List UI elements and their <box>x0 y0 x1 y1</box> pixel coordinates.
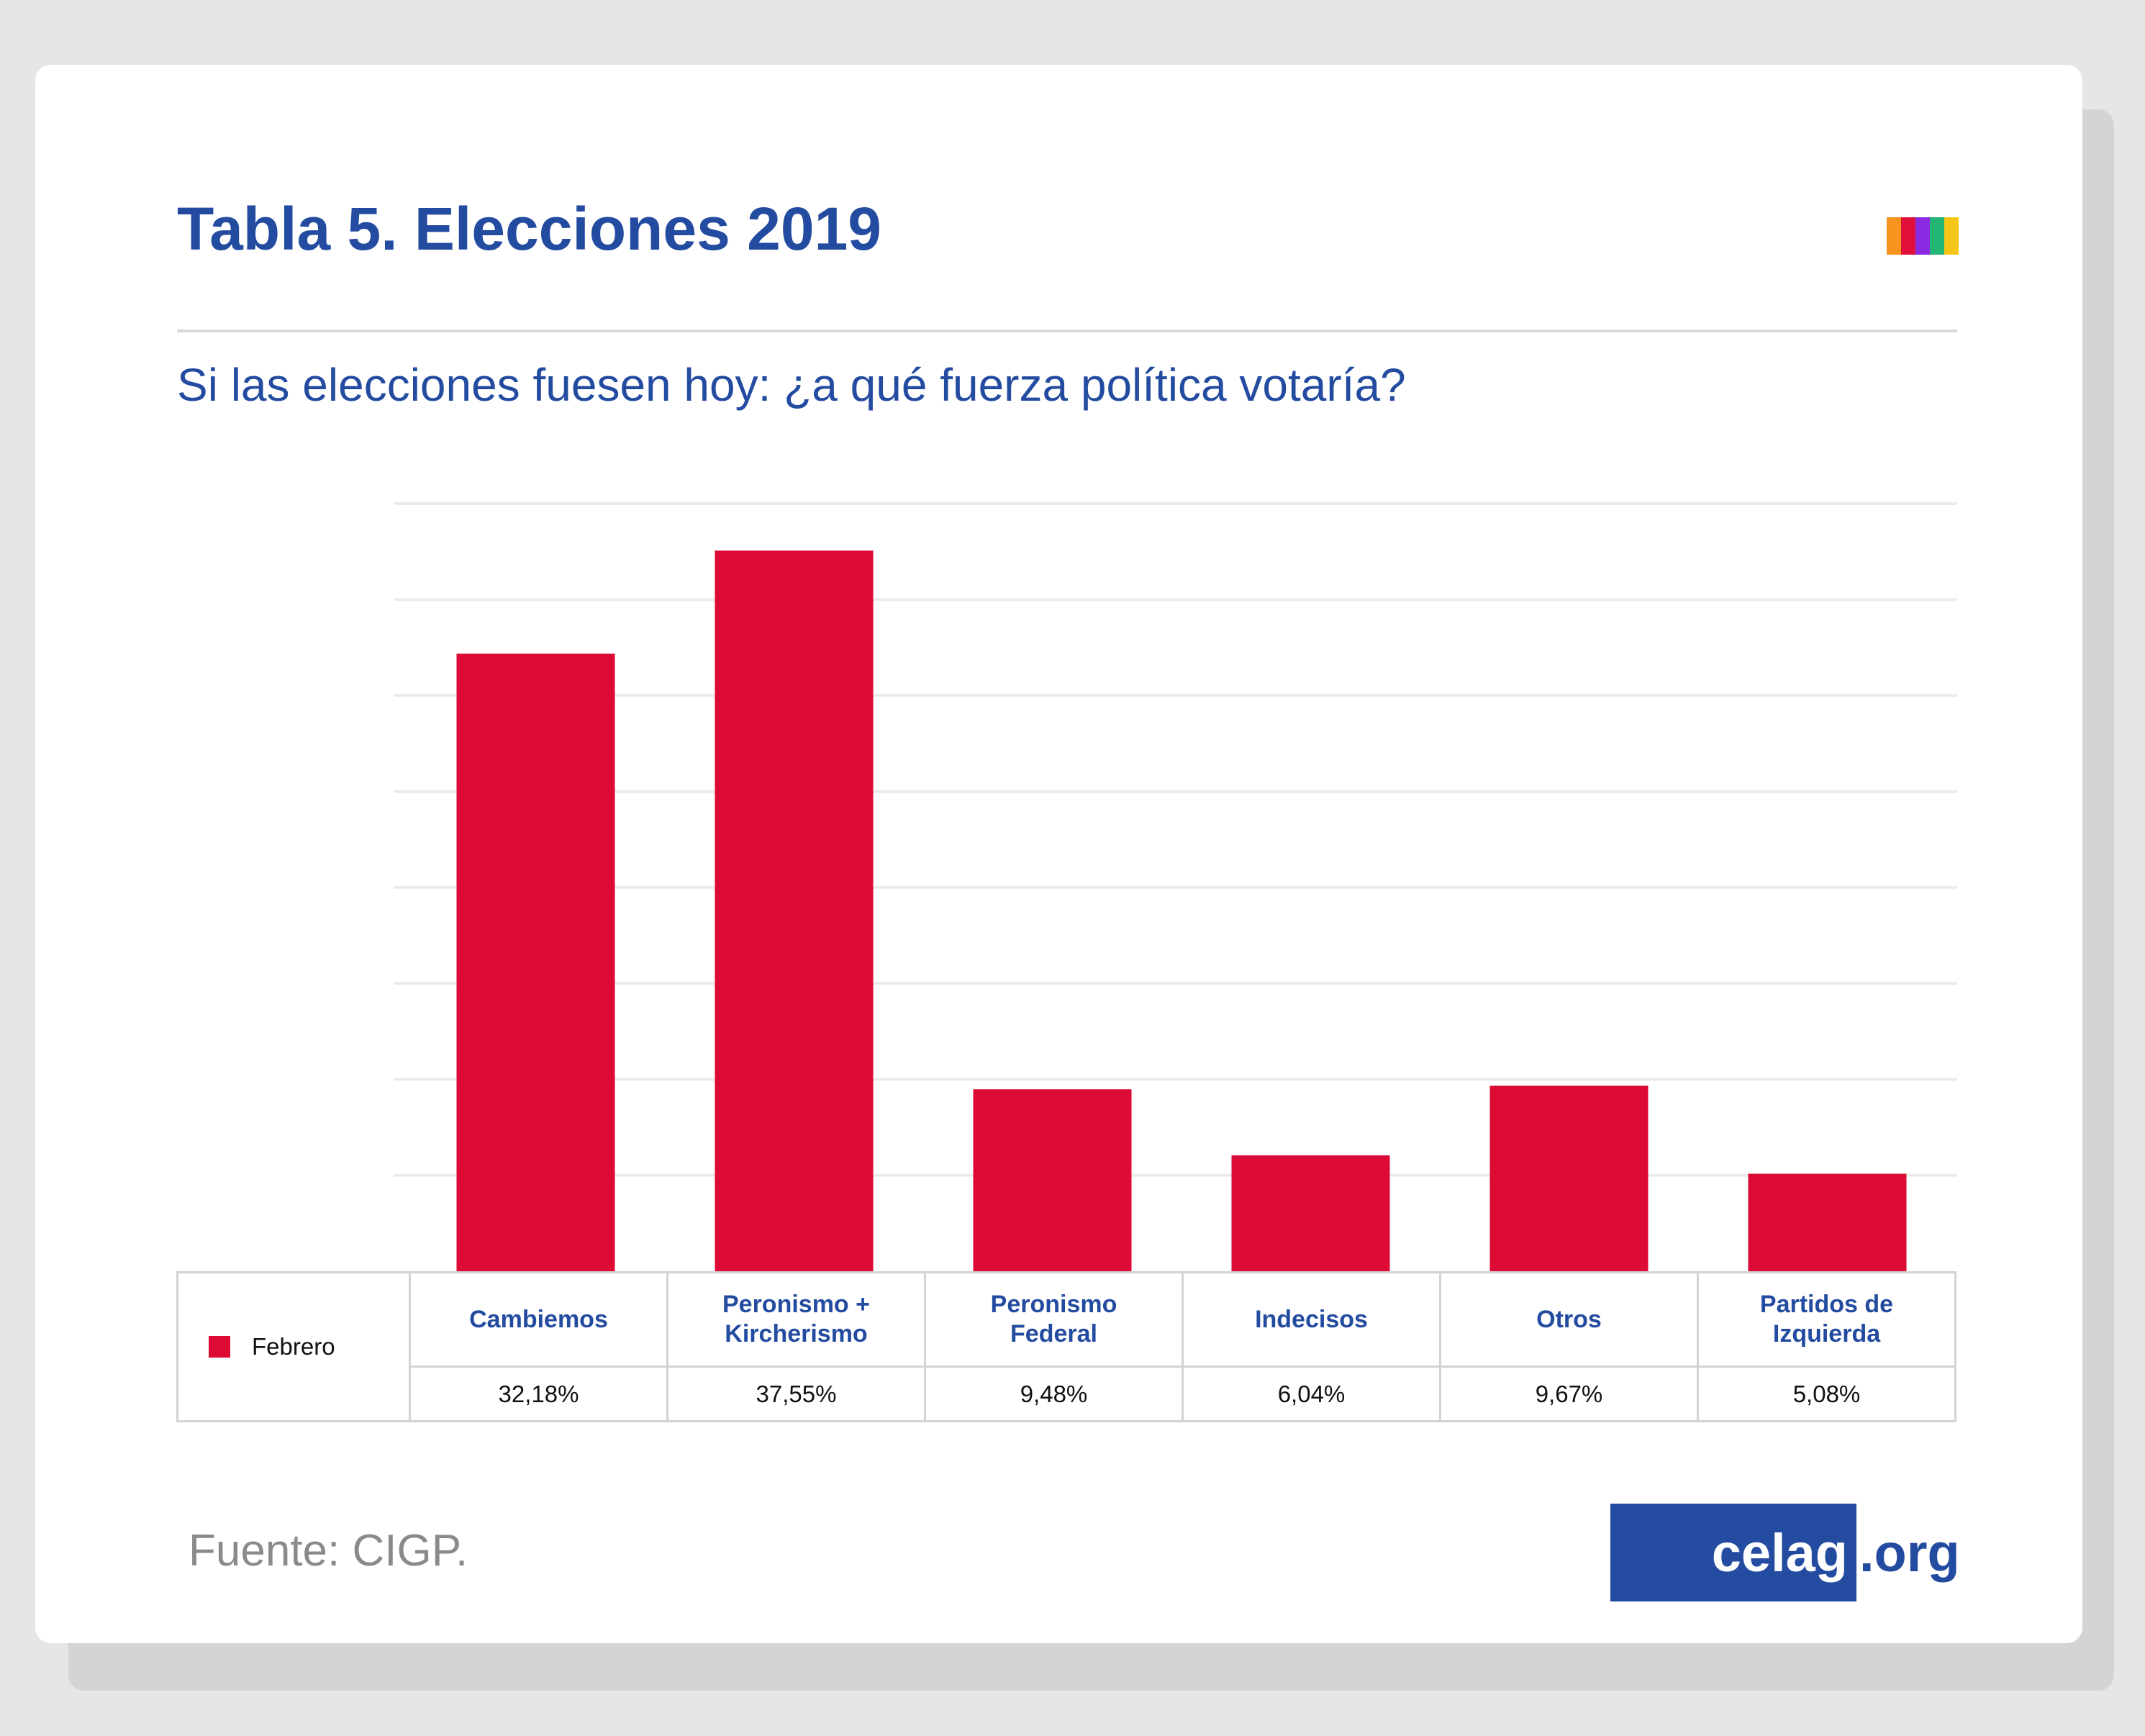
brand-color-strip <box>1887 217 1959 255</box>
brand-swatch-3 <box>1915 217 1930 255</box>
bar[interactable] <box>973 1089 1132 1271</box>
brand-swatch-5 <box>1944 217 1959 255</box>
page-title: Tabla 5. Elecciones 2019 <box>177 195 882 263</box>
title-divider <box>177 330 1957 332</box>
source-note: Fuente: CIGP. <box>189 1526 468 1576</box>
logo-tld: .org <box>1859 1522 1960 1583</box>
category-label: Cambiemos <box>409 1271 668 1368</box>
value-label: 9,48% <box>924 1365 1184 1422</box>
bar[interactable] <box>1231 1155 1390 1271</box>
value-label: 6,04% <box>1182 1365 1441 1422</box>
bar[interactable] <box>1489 1086 1649 1271</box>
bar[interactable] <box>456 653 615 1271</box>
bar[interactable] <box>715 550 874 1271</box>
brand-swatch-2 <box>1901 217 1915 255</box>
category-label: Otros <box>1439 1271 1699 1368</box>
value-label: 9,67% <box>1439 1365 1699 1422</box>
legend-label-febrero: Febrero <box>252 1333 335 1360</box>
bar[interactable] <box>1748 1173 1907 1271</box>
brand-swatch-4 <box>1930 217 1944 255</box>
celag-logo[interactable]: celag .org <box>1610 1504 1969 1601</box>
category-row: Febrero Cambiemos Peronismo + Kircherismo… <box>176 1271 1956 1422</box>
value-label: 5,08% <box>1697 1365 1956 1422</box>
value-row: 32,18% 37,55% 9,48% 6,04% 9,67% 5,08% <box>178 1365 1956 1422</box>
legend-swatch-febrero <box>209 1336 230 1358</box>
value-label: 37,55% <box>666 1365 926 1422</box>
legend: Febrero <box>176 1271 411 1422</box>
brand-swatch-1 <box>1887 217 1901 255</box>
category-label: Peronismo Federal <box>924 1271 1184 1368</box>
logo-main: celag <box>1610 1504 1856 1601</box>
category-label: Indecisos <box>1182 1271 1441 1368</box>
chart-subtitle: Si las elecciones fuesen hoy: ¿a qué fue… <box>177 359 1406 411</box>
category-label: Peronismo + Kircherismo <box>666 1271 926 1368</box>
category-label: Partidos de Izquierda <box>1697 1271 1956 1368</box>
data-table: Febrero Cambiemos Peronismo + Kircherismo… <box>176 1271 1956 1422</box>
value-label: 32,18% <box>409 1365 668 1422</box>
